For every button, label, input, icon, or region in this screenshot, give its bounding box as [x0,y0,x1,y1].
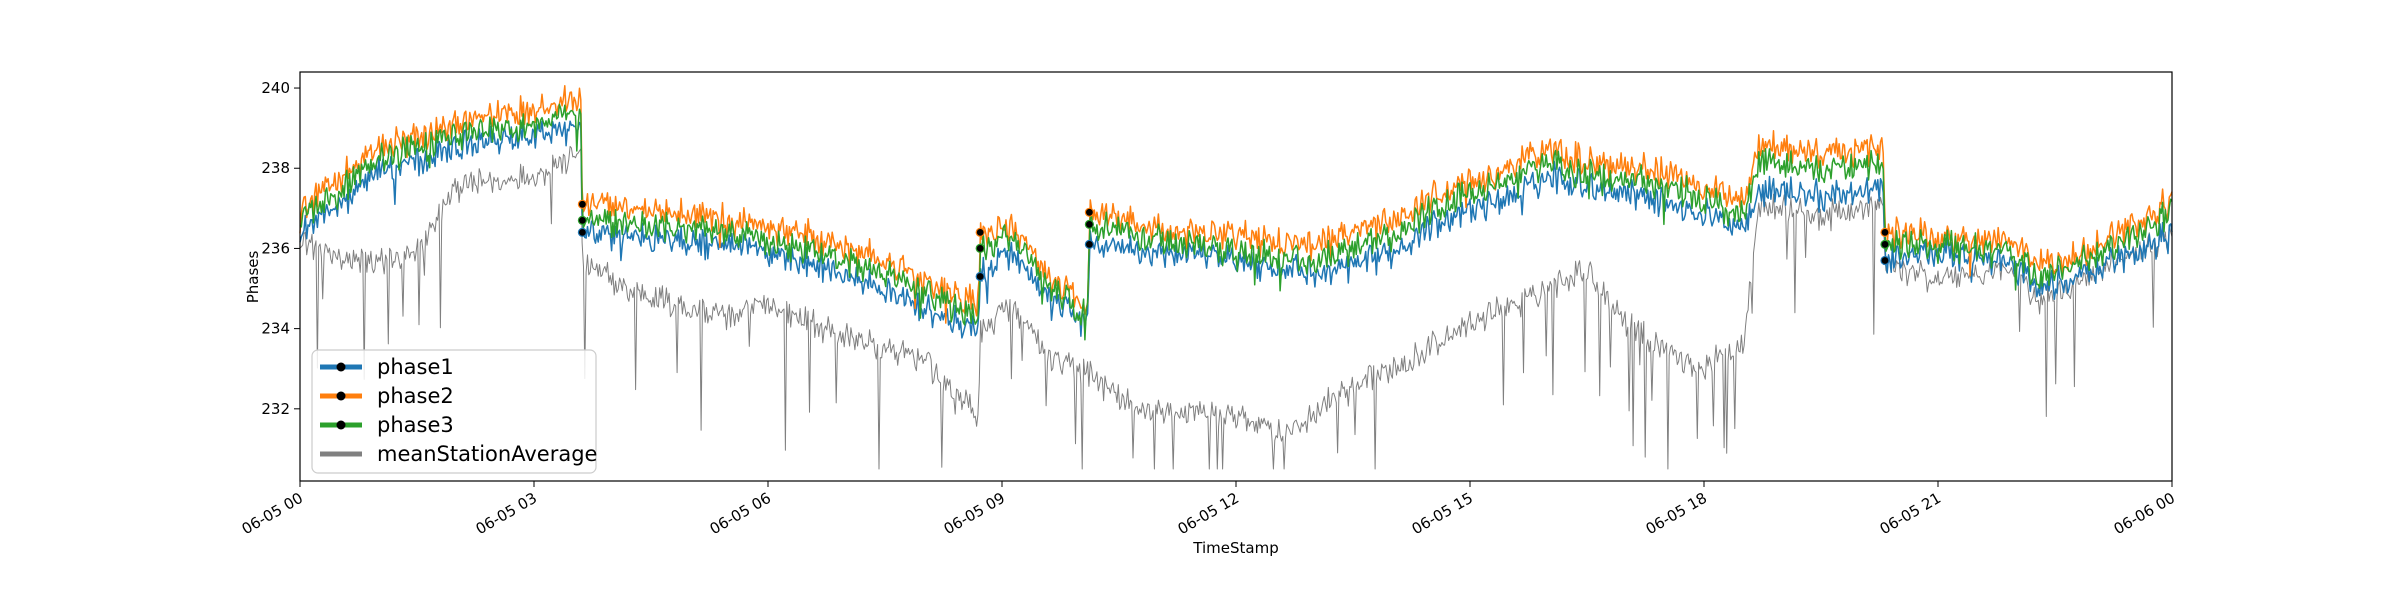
series-line-phase1 [299,120,2173,339]
point-marker [1880,239,1890,249]
legend-label: phase3 [377,413,454,437]
point-marker [577,215,588,225]
y-tick-label: 240 [261,79,290,97]
legend-marker [336,391,346,401]
x-tick-label: 06-06 00 [2111,489,2178,538]
marker-layer [577,199,1890,282]
legend-label: meanStationAverage [377,442,597,466]
x-tick-label: 06-05 00 [239,489,306,538]
legend-marker [336,420,346,430]
legend-item: phase3 [320,413,454,437]
x-tick-label: 06-05 15 [1409,489,1476,538]
point-marker [577,227,588,237]
y-axis: 232 234 236 238 240 [261,79,300,418]
y-axis-label: Phases [244,251,262,304]
x-tick-label: 06-05 06 [707,489,774,538]
x-tick-label: 06-05 12 [1175,489,1242,538]
legend-label: phase1 [377,355,454,379]
x-tick-label: 06-05 21 [1877,489,1944,538]
point-marker [577,199,588,209]
y-tick-label: 238 [261,159,290,177]
point-marker [975,243,985,253]
point-marker [975,271,985,282]
legend-item: phase1 [320,355,454,379]
x-tick-label: 06-05 03 [473,489,540,538]
legend-frame [311,349,597,474]
series-line-phase2 [299,85,2173,324]
point-marker [1084,207,1095,217]
legend: phase1 phase2 phase3 meanStationAverage [311,349,597,474]
y-tick-label: 232 [261,400,290,418]
series-layer [299,85,2173,470]
x-axis-label: TimeStamp [1192,539,1278,557]
point-marker [975,227,985,237]
x-tick-label: 06-05 09 [941,489,1008,538]
x-tick-label: 06-05 18 [1643,489,1710,538]
x-axis: 06-05 00 06-05 03 06-05 06 06-05 09 06-05 12… [239,481,2178,538]
series-line-meanStationAverage [299,145,2173,470]
legend-item: phase2 [320,384,454,408]
legend-marker [336,362,346,372]
series-line-phase3 [299,103,2173,341]
point-marker [1880,255,1890,266]
legend-label: phase2 [377,384,454,408]
point-marker [1880,227,1890,237]
point-marker [1084,219,1095,229]
point-marker [1084,239,1095,249]
y-tick-label: 236 [261,239,290,257]
y-tick-label: 234 [261,320,290,338]
legend-item: meanStationAverage [320,442,597,466]
